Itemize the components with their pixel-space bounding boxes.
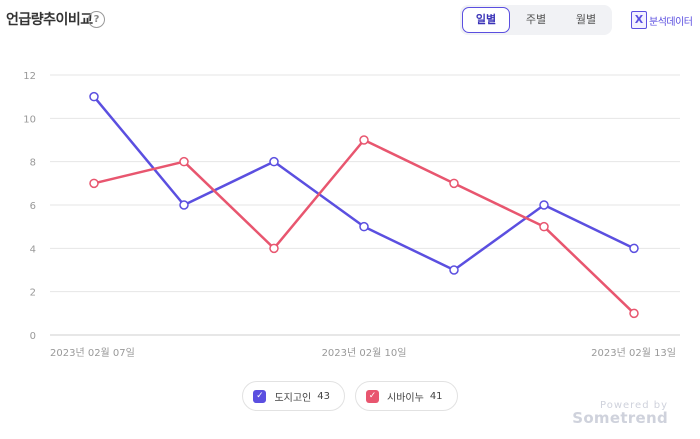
- data-point-series-2: [539, 221, 549, 232]
- tab-daily[interactable]: 일별: [462, 7, 510, 33]
- data-point-series-2: [179, 156, 189, 167]
- data-point-series-2: [269, 243, 279, 254]
- y-tick-label: 2: [30, 288, 36, 299]
- data-point-series-1: [359, 221, 369, 232]
- y-tick-label: 8: [30, 158, 36, 169]
- y-axis-ticks: 0 2 4 6 8 10 12: [23, 71, 36, 342]
- help-icon[interactable]: ?: [88, 11, 105, 28]
- x-tick-label: 2023년 02월 07일: [50, 347, 135, 359]
- tab-monthly[interactable]: 월별: [575, 13, 597, 26]
- checkbox-icon: ✓: [253, 389, 267, 403]
- chart-title: 언급량추이비교: [6, 12, 93, 28]
- data-point-series-1: [629, 243, 639, 254]
- y-tick-label: 6: [30, 201, 36, 212]
- powered-by-label: Powered by: [600, 400, 668, 411]
- period-toggle: 일별 주별 월별: [460, 5, 612, 35]
- y-tick-label: 10: [23, 114, 36, 125]
- legend-series-name: 시바이누: [387, 392, 424, 404]
- x-tick-label: 2023년 02월 13일: [591, 347, 676, 359]
- data-point-series-2: [449, 178, 459, 189]
- excel-icon: X: [631, 11, 647, 29]
- x-tick-label: 2023년 02월 10일: [322, 347, 407, 359]
- series-line-1: [93, 95, 635, 272]
- legend-item-series-1[interactable]: ✓ 도지고인 43: [242, 381, 345, 411]
- data-point-series-2: [629, 308, 639, 319]
- data-point-series-2: [359, 135, 369, 145]
- y-tick-label: 4: [30, 244, 36, 255]
- y-tick-label: 12: [23, 71, 36, 82]
- data-point-series-1: [269, 156, 279, 167]
- data-point-series-2: [89, 178, 99, 189]
- series-points: [89, 91, 639, 319]
- y-tick-label: 0: [30, 331, 36, 342]
- legend-series-total: 43: [317, 390, 330, 402]
- x-axis-ticks: 2023년 02월 07일 2023년 02월 10일 2023년 02월 13일: [50, 347, 676, 359]
- brand-watermark: Powered by Sometrend: [572, 400, 668, 427]
- export-data-label: 분석데이터: [649, 16, 693, 28]
- data-point-series-1: [449, 265, 459, 275]
- data-point-series-1: [89, 91, 99, 102]
- tab-weekly[interactable]: 주별: [525, 13, 547, 26]
- legend-series-name: 도지고인: [274, 392, 312, 404]
- legend-series-total: 41: [429, 390, 443, 402]
- data-point-series-1: [179, 200, 189, 210]
- data-point-series-1: [539, 200, 549, 210]
- legend: ✓ 도지고인 43 ✓ 시바이누 41: [0, 381, 700, 411]
- checkbox-icon: ✓: [366, 389, 379, 403]
- brand-name: Sometrend: [572, 409, 668, 427]
- export-data-button[interactable]: X 분석데이터: [631, 10, 693, 30]
- grid-lines: [50, 74, 680, 336]
- legend-item-series-2[interactable]: ✓ 시바이누 41: [355, 381, 458, 411]
